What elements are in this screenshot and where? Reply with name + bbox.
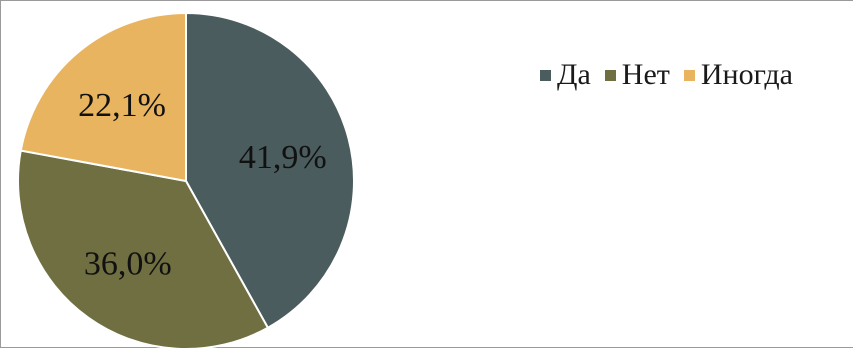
legend-swatch-da [540,69,551,81]
pie-slices [17,11,355,350]
pie-slice-labels: 41,9% 36,0% 22,1% [78,87,327,282]
slice-label-inogda: 22,1% [78,87,166,124]
legend-item-inogda: Иногда [683,58,793,91]
legend-label-net: Нет [621,58,670,91]
legend-swatch-inogda [683,69,695,81]
slice-label-da: 41,9% [239,139,327,176]
pie-slice-net [17,149,270,350]
legend-item-da: Да [540,60,591,90]
slice-label-net: 36,0% [84,245,172,282]
legend-label-da: Да [557,58,591,91]
legend-item-net: Нет [604,58,670,91]
legend: Да Нет Иногда [540,60,793,90]
pie-slice-da [185,11,355,330]
legend-swatch-net [604,69,616,81]
legend-label-inogda: Иногда [700,58,793,91]
pie-slice-inogda [19,11,187,183]
